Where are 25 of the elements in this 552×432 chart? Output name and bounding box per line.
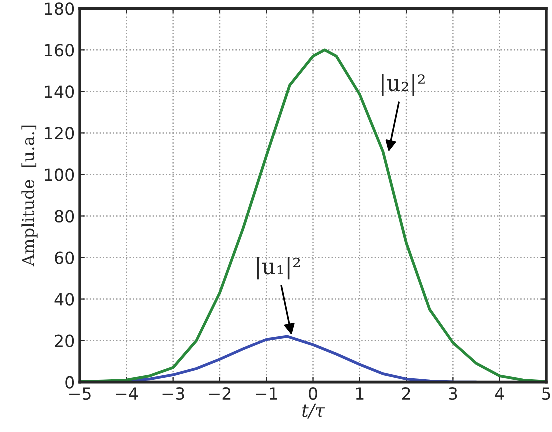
y-tick-label: 160 (45, 44, 74, 57)
x-tick-label: 4 (495, 388, 504, 400)
y-tick-label: 60 (55, 252, 74, 264)
x-tick-label: 2 (402, 387, 410, 400)
x-tick-label: −5 (70, 388, 91, 400)
y-axis-title: Amplitude [u.a.] (22, 126, 38, 267)
y-tick-label: 20 (55, 334, 74, 348)
x-tick-label: −3 (162, 387, 184, 400)
x-tick-label: −4 (116, 388, 138, 400)
x-tick-label: 1 (356, 388, 364, 400)
y-tick-label: 180 (45, 2, 74, 16)
x-tick-label: 0 (309, 387, 318, 400)
y-tick-label: 100 (45, 168, 74, 182)
x-tick-label: 3 (449, 387, 458, 400)
y-tick-label: 80 (55, 210, 74, 223)
y-tick-label: 120 (45, 127, 74, 140)
y-tick-label: 140 (45, 86, 74, 98)
annotation: |u₂|² (382, 74, 425, 96)
x-tick-label: 5 (542, 388, 550, 400)
y-tick-label: 0 (66, 376, 74, 389)
x-axis-title: t/τ (302, 404, 326, 419)
y-tick-label: 40 (54, 293, 74, 306)
annotation: |u₁|² (257, 257, 300, 280)
x-tick-label: −2 (209, 387, 231, 400)
x-tick-label: −1 (256, 388, 278, 400)
